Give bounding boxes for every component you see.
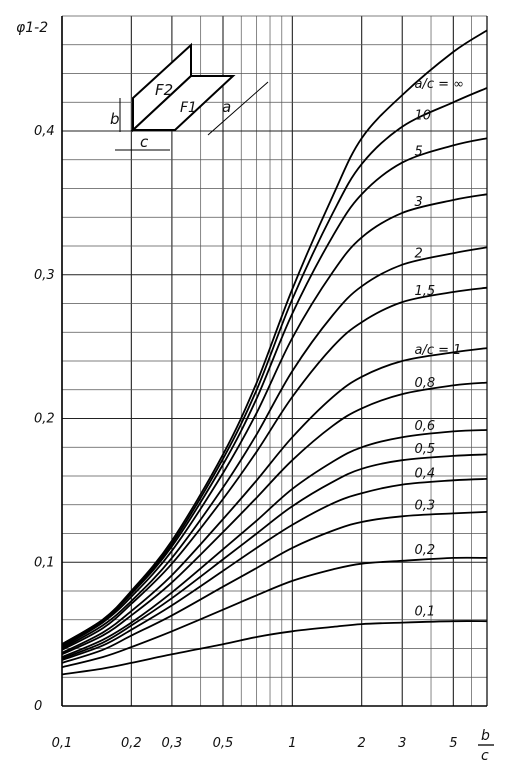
curve-label: 0,3 [414, 498, 435, 513]
curve-line [61, 556, 488, 669]
curve-label: 0,4 [414, 467, 435, 482]
curve-label: 3 [414, 195, 422, 210]
curve-label: 0,1 [414, 605, 435, 620]
inset-label-f2: F2 [155, 81, 173, 99]
curve-line [61, 381, 488, 656]
curve-line [61, 453, 488, 660]
curve-labels: a/c = ∞ 10 5 3 2 1,5 a/c = 1 0,8 0,6 0,5 0,4 0,3 0,2… [414, 77, 463, 620]
y-tick-label: 0,2 [34, 412, 55, 427]
inset-label-c: c [140, 133, 149, 151]
curve-line [61, 87, 488, 645]
curve-line [61, 347, 488, 654]
curve-label: 5 [414, 145, 422, 160]
curve-line [61, 511, 488, 664]
curve-line [61, 286, 488, 651]
curve-label: 0,2 [414, 543, 435, 558]
inset-label-a: a [222, 98, 231, 116]
inset-dim-a [207, 81, 269, 136]
geometry-inset: F2 F1 a b c [110, 42, 269, 151]
curve-line [61, 246, 488, 650]
grid [61, 15, 488, 707]
inset-label-f1: F1 [180, 100, 197, 116]
x-tick-label: 2 [358, 736, 366, 751]
inset-label-b: b [110, 110, 120, 128]
x-axis-title-denominator: c [481, 748, 489, 764]
curve-label: 1,5 [414, 284, 435, 299]
x-axis-title-numerator: b [481, 728, 490, 744]
curve-label: 10 [414, 109, 431, 124]
x-tick-label: 0,3 [162, 736, 183, 751]
y-tick-label: 0,3 [34, 268, 55, 283]
curve-line [61, 193, 488, 648]
curve-line [61, 137, 488, 647]
curve-line [61, 620, 488, 676]
y-tick-label: 0 [34, 699, 42, 714]
x-tick-label: 5 [449, 736, 457, 751]
inset-plane-f1 [130, 75, 236, 131]
curve-label: 0,6 [414, 419, 435, 434]
x-tick-label: 0,2 [121, 736, 142, 751]
y-axis-title: φ1-2 [16, 20, 48, 36]
curve-line [61, 29, 488, 645]
curves [61, 29, 488, 676]
y-tick-label: 0,4 [34, 124, 55, 139]
x-tick-label: 1 [288, 736, 296, 751]
axes: 0,1 0,2 0,3 0,5 1 2 3 5 0 0,1 0,2 0,3 0,4 [34, 16, 488, 751]
x-tick-label: 0,1 [52, 736, 73, 751]
y-tick-label: 0,1 [34, 555, 55, 570]
curve-label: 0,5 [414, 442, 435, 457]
curve-label: a/c = 1 [414, 343, 461, 358]
curve-line [61, 478, 488, 661]
curve-label: 2 [414, 247, 422, 262]
curve-line [61, 429, 488, 658]
curve-label: a/c = ∞ [414, 77, 463, 92]
x-tick-label: 0,5 [213, 736, 234, 751]
x-tick-label: 3 [398, 736, 406, 751]
curve-label: 0,8 [414, 376, 435, 391]
